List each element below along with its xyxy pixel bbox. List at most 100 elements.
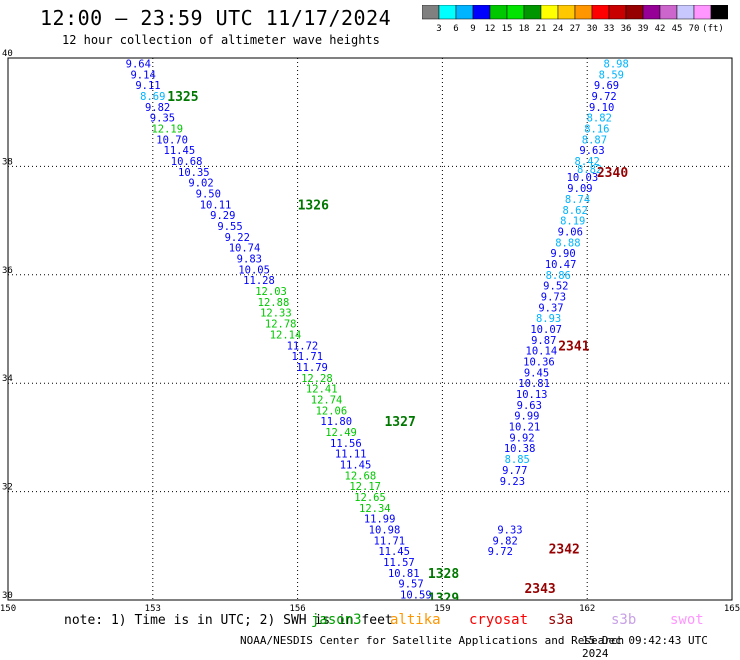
wave-height-point: 10.68: [171, 156, 203, 168]
wave-height-point: 10.13: [516, 389, 548, 401]
wave-height-point: 10.70: [156, 134, 188, 146]
wave-height-point: 11.71: [291, 351, 323, 363]
wave-height-point: 12.03: [255, 286, 287, 298]
wave-height-point: 8.82: [577, 164, 602, 176]
colorbar-label: 6: [453, 24, 458, 34]
wave-height-point: 9.10: [589, 102, 614, 114]
wave-height-point: 9.57: [398, 579, 423, 591]
y-tick-label: 30: [2, 591, 13, 601]
track-label: 2343: [524, 582, 555, 597]
y-tick-label: 34: [2, 374, 13, 384]
satellite-legend-item: s3b: [611, 612, 637, 628]
wave-height-point: 9.83: [237, 254, 262, 266]
x-tick-label: 156: [289, 604, 305, 614]
wave-height-point: 8.86: [546, 270, 571, 282]
wave-height-point: 10.07: [530, 324, 562, 336]
wave-height-point: 12.28: [301, 373, 333, 385]
chart-subtitle: 12 hour collection of altimeter wave hei…: [62, 33, 380, 47]
wave-height-point: 12.14: [270, 329, 302, 341]
track-label: 2340: [597, 166, 628, 181]
wave-height-point: 11.45: [378, 546, 410, 558]
wave-height-point: 8.82: [587, 113, 612, 125]
wave-height-point: 8.93: [536, 313, 561, 325]
wave-height-point: 9.82: [145, 102, 170, 114]
wave-height-point: 9.45: [524, 367, 549, 379]
satellite-legend-item: altika: [390, 612, 441, 628]
track-label: 2341: [558, 339, 589, 354]
y-tick-label: 36: [2, 266, 13, 276]
wave-height-point: 12.06: [316, 405, 348, 417]
wave-height-point: 11.80: [320, 416, 352, 428]
colorbar-label: 18: [519, 24, 530, 34]
satellite-legend-item: s3a: [548, 612, 574, 628]
wave-height-point: 9.87: [531, 335, 556, 347]
wave-height-point: 9.77: [502, 465, 527, 477]
colorbar-label: 36: [621, 24, 632, 34]
wave-height-point: 11.71: [374, 535, 406, 547]
wave-height-point: 12.19: [151, 123, 183, 135]
colorbar-swatch: [710, 5, 728, 20]
wave-height-point: 11.45: [340, 460, 372, 472]
colorbar-label: 12: [485, 24, 496, 34]
colorbar-label: 33: [604, 24, 615, 34]
colorbar-label: 24: [553, 24, 564, 34]
wave-height-point: 10.05: [238, 264, 270, 276]
wave-height-point: 11.57: [383, 557, 415, 569]
wave-height-point: 9.14: [130, 69, 155, 81]
track-label: 1327: [384, 415, 415, 430]
wave-height-point: 8.69: [140, 91, 165, 103]
wave-height-point: 9.22: [225, 232, 250, 244]
wave-height-point: 9.72: [591, 91, 616, 103]
wave-height-point: 9.64: [126, 58, 151, 70]
colorbar-unit: (ft): [702, 24, 724, 34]
x-tick-label: 159: [434, 604, 450, 614]
wave-height-point: 9.35: [150, 113, 175, 125]
wave-height-point: 9.99: [514, 411, 539, 423]
wave-height-point: 9.63: [517, 400, 542, 412]
satellite-legend-item: cryosat: [469, 612, 529, 628]
wave-height-point: 12.74: [311, 394, 343, 406]
track-label: 2342: [549, 543, 580, 558]
colorbar-label: 30: [587, 24, 598, 34]
wave-height-point: 9.73: [541, 291, 566, 303]
wave-height-point: 12.33: [260, 308, 292, 320]
wave-height-point: 9.52: [543, 281, 568, 293]
chart-title: 12:00 — 23:59 UTC 11/17/2024: [40, 6, 392, 30]
wave-height-point: 9.11: [135, 80, 160, 92]
y-tick-label: 38: [2, 157, 13, 167]
wave-height-point: 11.28: [243, 275, 275, 287]
wave-height-point: 12.78: [265, 319, 297, 331]
wave-height-point: 9.06: [558, 226, 583, 238]
wave-height-point: 9.33: [497, 525, 522, 537]
wave-height-point: 10.03: [567, 172, 599, 184]
wave-height-point: 8.19: [560, 216, 585, 228]
credit-text: NOAA/NESDIS Center for Satellite Applica…: [240, 634, 625, 647]
wave-height-point: 11.45: [164, 145, 196, 157]
wave-height-point: 12.17: [349, 481, 381, 493]
colorbar-legend: 3 6 9 12 15 18 21 24 27 30 33 36 39 42 45 70 (ft): [422, 5, 728, 34]
wave-height-point: 9.72: [488, 546, 513, 558]
satellite-legend-item: swot: [670, 612, 704, 628]
wave-height-point: 8.85: [505, 454, 530, 466]
wave-height-point: 9.29: [210, 210, 235, 222]
colorbar-label: 39: [638, 24, 649, 34]
wave-height-point: 8.87: [582, 134, 607, 146]
x-tick-label: 162: [579, 604, 595, 614]
track-label: 1328: [428, 567, 459, 582]
wave-height-point: 10.81: [518, 378, 550, 390]
colorbar-label: 42: [655, 24, 666, 34]
wave-height-point: 12.68: [345, 470, 377, 482]
wave-height-point: 10.74: [229, 243, 261, 255]
wave-height-point: 9.50: [196, 189, 221, 201]
wave-height-point: 9.93: [408, 600, 433, 612]
colorbar-label: 15: [502, 24, 513, 34]
wave-height-point: 8.88: [555, 237, 580, 249]
wave-height-point: 8.62: [562, 205, 587, 217]
colorbar-label: 3: [436, 24, 441, 34]
wave-height-point: 10.14: [526, 346, 558, 358]
track-label: 1329: [428, 591, 459, 606]
wave-height-point: 11.11: [335, 449, 367, 461]
wave-height-point: 11.99: [364, 514, 396, 526]
wave-height-point: 8.59: [599, 69, 624, 81]
